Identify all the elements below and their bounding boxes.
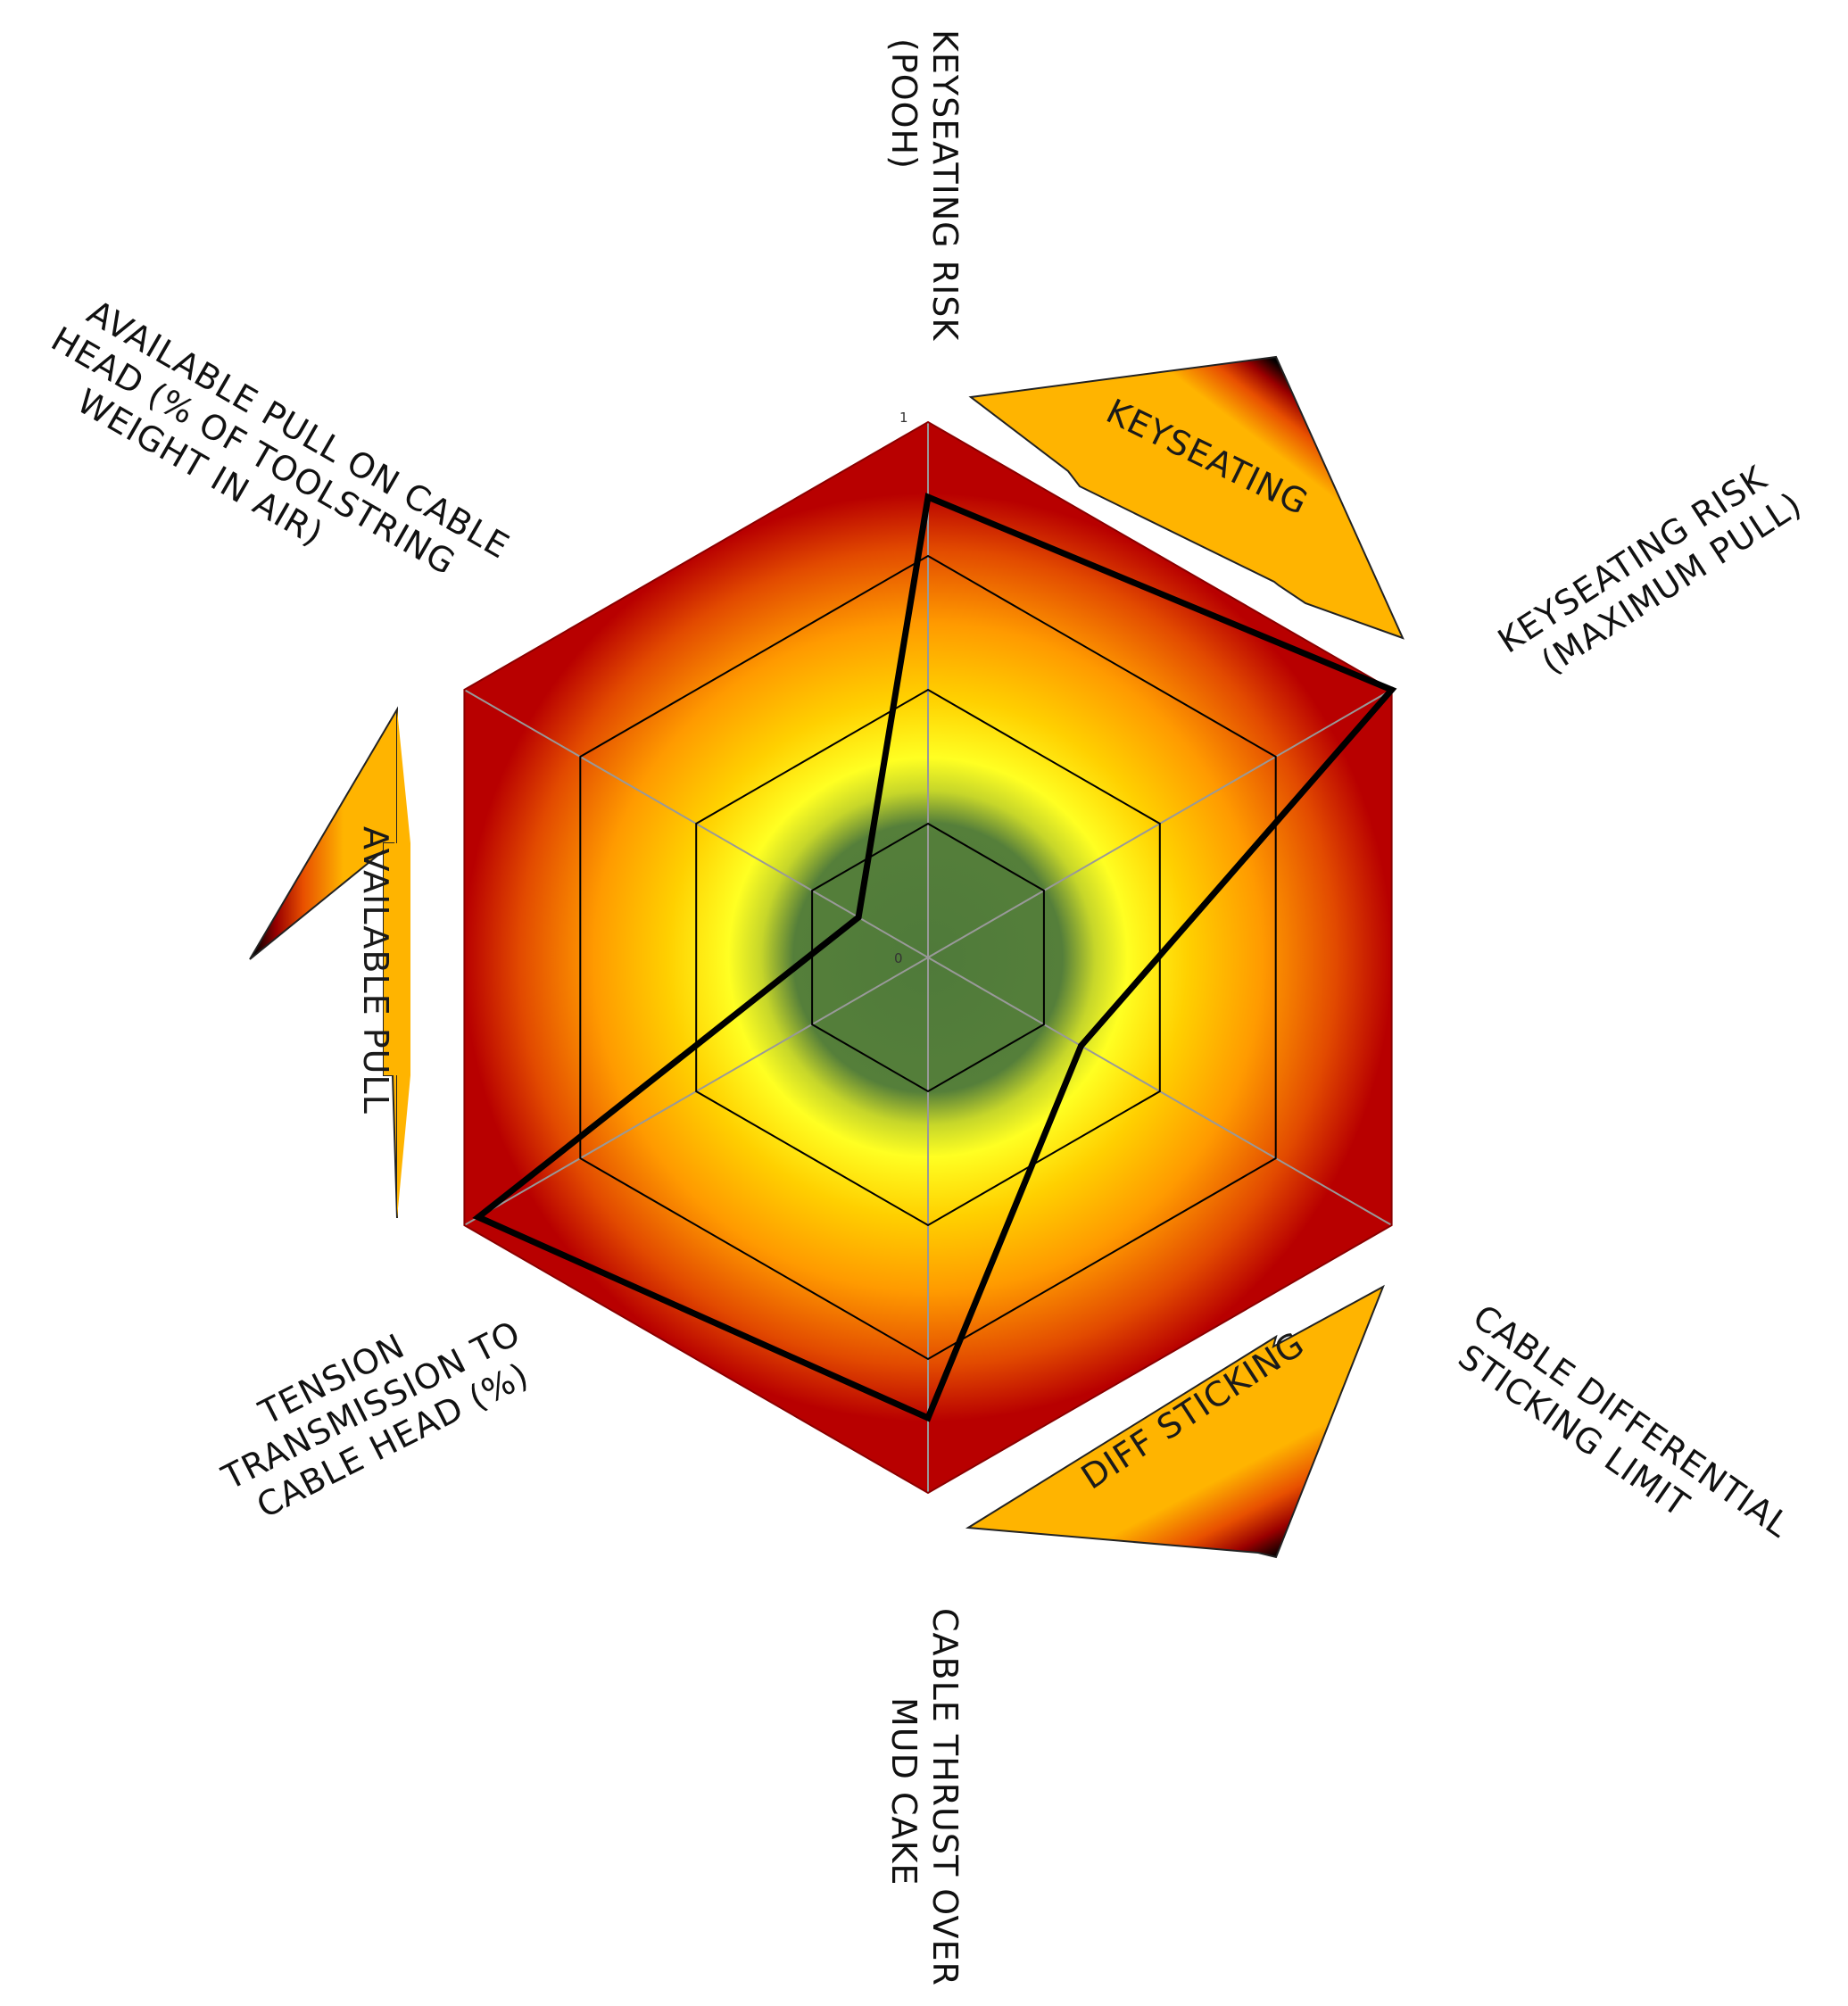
series-point-5 xyxy=(855,914,862,921)
axis-label-cable-thrust-mud-cake: CABLE THRUST OVER MUD CAKE xyxy=(884,1608,965,1998)
axis-label-available-pull: AVAILABLE PULL ON CABLE HEAD (% OF TOOLS… xyxy=(24,284,526,643)
radar-ring xyxy=(579,554,1277,1361)
tick-label-min: 0 xyxy=(894,950,903,966)
axis-label-keyseating-pooh: KEYSEATING RISK (POOH) xyxy=(884,29,965,352)
series-point-4 xyxy=(475,1214,482,1221)
radar-ring xyxy=(811,822,1045,1093)
available-pull-zone-label: AVAILABLE PULL xyxy=(356,826,395,1115)
series-point-2 xyxy=(1078,1042,1084,1049)
axis-label-keyseating-max-pull: KEYSEATING RISK (MAXIMUM PULL) xyxy=(1491,450,1809,695)
series-point-0 xyxy=(924,493,932,501)
series-layer xyxy=(472,493,1397,1422)
radar-grid xyxy=(463,420,1393,1495)
series-point-1 xyxy=(1388,686,1396,693)
series-point-3 xyxy=(924,1414,932,1422)
axis-label-cable-differential-sticking: CABLE DIFFERENTIAL STICKING LIMIT xyxy=(1442,1297,1806,1586)
tick-label-max: 1 xyxy=(899,410,908,426)
keyseating-zone-arrow: KEYSEATING xyxy=(968,355,1405,640)
axis-label-tension-transmission: TENSION TRANSMISSION TO CABLE HEAD (%) xyxy=(196,1272,556,1535)
available-pull-zone-arrow: AVAILABLE PULL xyxy=(249,706,410,1219)
radar-ring xyxy=(695,688,1161,1227)
